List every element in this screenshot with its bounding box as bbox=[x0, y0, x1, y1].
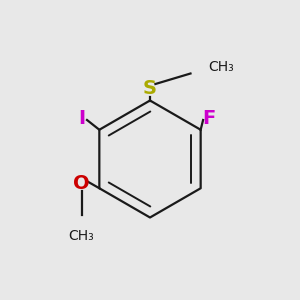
Text: I: I bbox=[78, 109, 85, 128]
Text: CH₃: CH₃ bbox=[69, 229, 94, 243]
Text: F: F bbox=[202, 109, 215, 128]
Text: S: S bbox=[143, 79, 157, 98]
Text: O: O bbox=[73, 174, 90, 193]
Text: CH₃: CH₃ bbox=[208, 60, 234, 74]
